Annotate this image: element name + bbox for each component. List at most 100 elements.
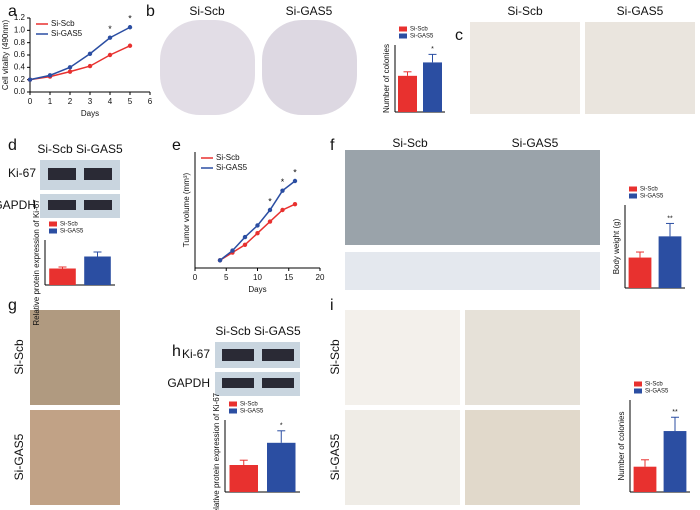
point xyxy=(127,43,133,48)
legend-swatch xyxy=(629,193,637,199)
panel-label: e xyxy=(172,137,181,154)
legend-label: Si-GAS5 xyxy=(216,163,248,172)
x-tick-label: 5 xyxy=(224,273,229,282)
image-label: Si-Scb Si-GAS5 xyxy=(215,324,301,338)
point xyxy=(267,207,273,213)
point xyxy=(47,73,53,78)
y-axis-label: Tumor volume (mm³) xyxy=(182,172,191,247)
bar xyxy=(49,268,76,285)
legend-swatch xyxy=(634,388,642,394)
image-label: Si-Scb xyxy=(12,339,26,375)
point xyxy=(242,242,248,247)
panel-label: i xyxy=(330,297,334,314)
legend-swatch xyxy=(399,26,407,32)
legend-label: Si-Scb xyxy=(51,19,75,28)
x-tick-label: 4 xyxy=(108,97,113,106)
significance: ** xyxy=(667,215,673,222)
series-line xyxy=(219,180,296,261)
point xyxy=(107,35,113,40)
bar xyxy=(633,466,657,492)
bar xyxy=(658,236,682,288)
significance: * xyxy=(431,46,434,53)
panel-label: a xyxy=(8,3,17,20)
point xyxy=(127,25,133,30)
significance: * xyxy=(268,196,272,206)
bar xyxy=(229,465,258,492)
y-axis-label: Number of colonies xyxy=(617,412,626,481)
point xyxy=(87,51,93,56)
x-tick-label: 10 xyxy=(253,273,262,282)
image-label: Si-Scb xyxy=(507,4,543,18)
x-tick-label: 5 xyxy=(128,97,133,106)
x-tick-label: 0 xyxy=(28,97,33,106)
legend-swatch xyxy=(229,401,237,407)
point xyxy=(67,69,73,74)
significance: * xyxy=(128,14,132,24)
legend-label: Si-GAS5 xyxy=(645,389,669,395)
image-label: Si-Scb xyxy=(328,339,342,375)
y-tick-label: 1.0 xyxy=(14,25,26,34)
point xyxy=(292,178,298,184)
significance: * xyxy=(108,24,112,34)
legend-label: Si-GAS5 xyxy=(240,409,264,415)
point xyxy=(230,248,235,253)
series-line xyxy=(29,45,131,81)
legend-label: Si-GAS5 xyxy=(51,29,83,38)
legend-label: Si-GAS5 xyxy=(640,194,664,200)
y-axis-label: Number of colonies xyxy=(382,44,391,113)
point xyxy=(267,219,273,224)
point xyxy=(107,52,113,58)
image-label: Si-Scb xyxy=(189,4,225,18)
point xyxy=(242,234,248,240)
panel-label: d xyxy=(8,137,17,154)
x-tick-label: 1 xyxy=(48,97,53,106)
legend-swatch xyxy=(49,228,57,234)
panel-label: h xyxy=(172,343,181,360)
bar xyxy=(267,442,296,492)
blot-label: GAPDH xyxy=(0,198,36,212)
point xyxy=(255,223,260,228)
image-label: Si-Scb Si-GAS5 xyxy=(37,142,123,156)
legend-swatch xyxy=(399,33,407,39)
y-tick-label: 1.2 xyxy=(14,13,26,22)
legend-swatch xyxy=(229,408,237,414)
x-tick-label: 6 xyxy=(148,97,153,106)
x-tick-label: 15 xyxy=(284,273,293,282)
y-axis-label: Relative protein expression of Ki-67 xyxy=(212,392,221,510)
y-tick-label: 0.4 xyxy=(14,62,26,71)
bar xyxy=(84,256,111,285)
point xyxy=(27,77,33,82)
photos xyxy=(30,20,695,505)
legend-label: Si-Scb xyxy=(60,222,78,228)
image-label: Si-Scb xyxy=(392,136,428,150)
legend-swatch xyxy=(629,186,637,192)
legend-label: Si-GAS5 xyxy=(410,34,434,40)
image-label: Si-GAS5 xyxy=(12,433,26,480)
point xyxy=(292,202,298,207)
x-tick-label: 3 xyxy=(88,97,93,106)
x-tick-label: 0 xyxy=(193,273,198,282)
point xyxy=(255,231,260,236)
significance: * xyxy=(280,423,283,430)
legend-label: Si-Scb xyxy=(645,382,663,388)
legend-swatch xyxy=(49,221,57,227)
legend-label: Si-GAS5 xyxy=(60,229,84,235)
y-axis-label: Body weight (g) xyxy=(612,218,621,274)
series-line xyxy=(29,26,131,81)
x-tick-label: 20 xyxy=(316,273,325,282)
y-tick-label: 0.6 xyxy=(14,50,26,59)
significance: ** xyxy=(672,409,678,416)
image-label: Si-GAS5 xyxy=(328,433,342,480)
bar xyxy=(423,62,442,112)
point xyxy=(217,258,223,263)
y-axis-label: Relative protein expression of Ki-67 xyxy=(32,199,41,326)
bar xyxy=(398,75,417,112)
blot-label: Ki-67 xyxy=(182,347,210,361)
y-axis-label: Cell vitality (490nm) xyxy=(1,20,10,91)
blot-label: Ki-67 xyxy=(8,166,36,180)
point xyxy=(87,63,93,69)
image-label: Si-GAS5 xyxy=(617,4,664,18)
legend-label: Si-Scb xyxy=(410,27,428,33)
significance: * xyxy=(281,177,285,187)
